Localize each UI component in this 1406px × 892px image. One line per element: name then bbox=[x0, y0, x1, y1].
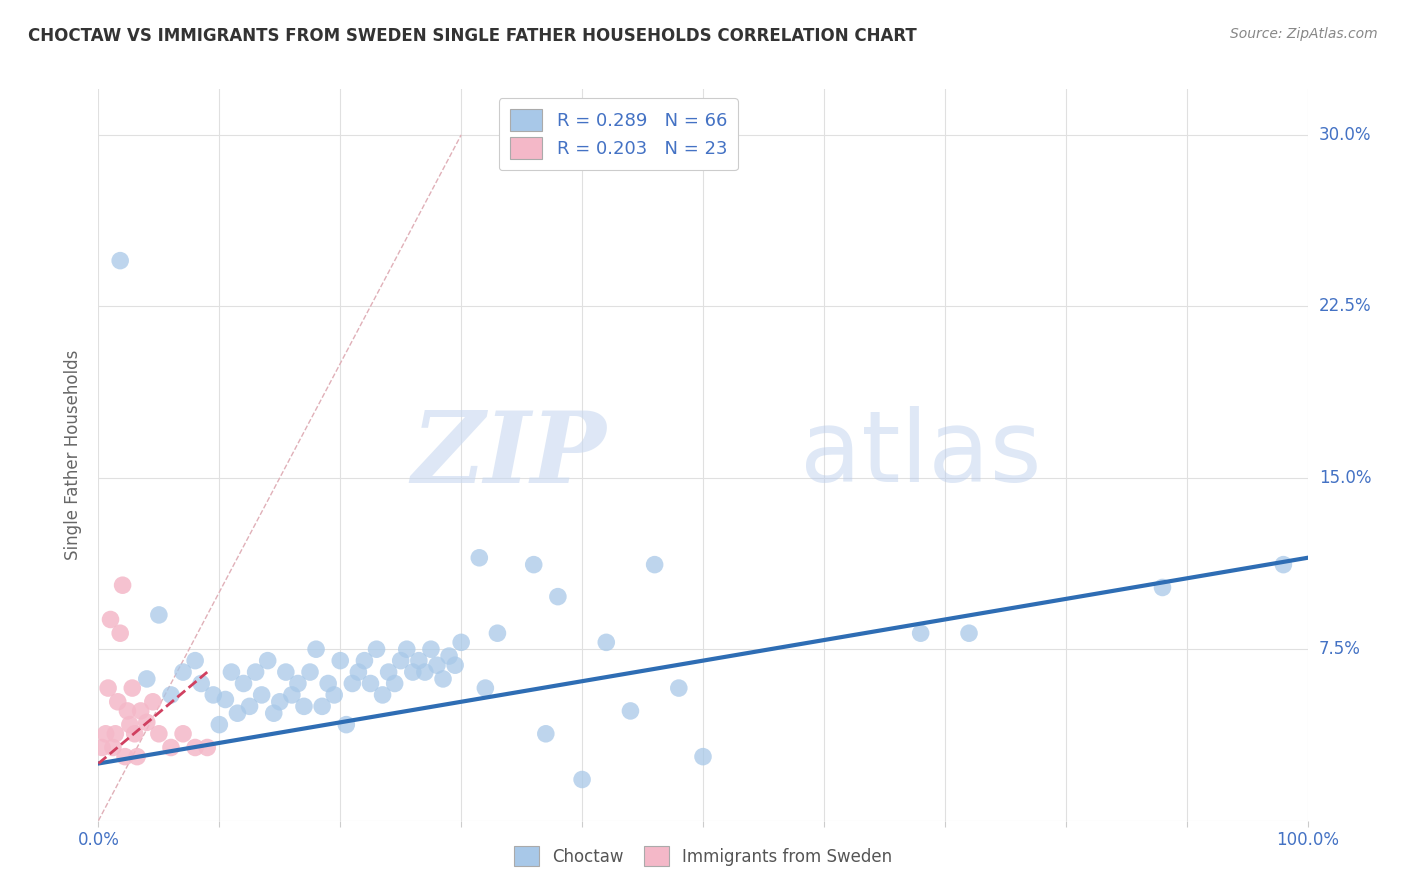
Point bbox=[108, 253, 131, 268]
Point bbox=[644, 558, 666, 572]
Text: 7.5%: 7.5% bbox=[1319, 640, 1361, 658]
Point bbox=[108, 626, 131, 640]
Point bbox=[316, 676, 339, 690]
Point bbox=[371, 688, 394, 702]
Point bbox=[269, 695, 291, 709]
Point bbox=[135, 672, 157, 686]
Point bbox=[437, 649, 460, 664]
Point bbox=[107, 695, 129, 709]
Text: 15.0%: 15.0% bbox=[1319, 469, 1371, 487]
Point bbox=[274, 665, 297, 679]
Point bbox=[395, 642, 418, 657]
Point bbox=[360, 676, 382, 690]
Point bbox=[221, 665, 243, 679]
Legend: R = 0.289   N = 66, R = 0.203   N = 23: R = 0.289 N = 66, R = 0.203 N = 23 bbox=[499, 98, 738, 170]
Point bbox=[1152, 581, 1174, 595]
Point bbox=[408, 654, 430, 668]
Point bbox=[263, 706, 285, 721]
Point bbox=[148, 727, 170, 741]
Point bbox=[619, 704, 641, 718]
Text: 30.0%: 30.0% bbox=[1319, 126, 1371, 144]
Point bbox=[426, 658, 449, 673]
Point bbox=[957, 626, 980, 640]
Point bbox=[94, 727, 117, 741]
Point bbox=[366, 642, 388, 657]
Point bbox=[534, 727, 557, 741]
Point bbox=[245, 665, 267, 679]
Point bbox=[311, 699, 333, 714]
Point bbox=[468, 550, 491, 565]
Point bbox=[420, 642, 443, 657]
Point bbox=[292, 699, 315, 714]
Point bbox=[571, 772, 593, 787]
Point bbox=[474, 681, 496, 695]
Point bbox=[432, 672, 454, 686]
Point bbox=[450, 635, 472, 649]
Point bbox=[97, 681, 120, 695]
Text: ZIP: ZIP bbox=[412, 407, 606, 503]
Point bbox=[100, 613, 122, 627]
Point bbox=[91, 740, 114, 755]
Point bbox=[323, 688, 346, 702]
Point bbox=[377, 665, 399, 679]
Text: Source: ZipAtlas.com: Source: ZipAtlas.com bbox=[1230, 27, 1378, 41]
Point bbox=[202, 688, 225, 702]
Point bbox=[523, 558, 546, 572]
Point bbox=[486, 626, 509, 640]
Point bbox=[129, 704, 152, 718]
Point bbox=[184, 654, 207, 668]
Point bbox=[250, 688, 273, 702]
Point bbox=[232, 676, 254, 690]
Point bbox=[256, 654, 278, 668]
Point bbox=[172, 665, 194, 679]
Point bbox=[127, 749, 149, 764]
Point bbox=[121, 681, 143, 695]
Point bbox=[190, 676, 212, 690]
Point bbox=[910, 626, 932, 640]
Point bbox=[353, 654, 375, 668]
Point bbox=[547, 590, 569, 604]
Point bbox=[124, 727, 146, 741]
Point bbox=[172, 727, 194, 741]
Point bbox=[184, 740, 207, 755]
Point bbox=[384, 676, 406, 690]
Point bbox=[402, 665, 425, 679]
Point bbox=[239, 699, 262, 714]
Point bbox=[208, 717, 231, 731]
Point bbox=[305, 642, 328, 657]
Point bbox=[335, 717, 357, 731]
Point bbox=[413, 665, 436, 679]
Text: CHOCTAW VS IMMIGRANTS FROM SWEDEN SINGLE FATHER HOUSEHOLDS CORRELATION CHART: CHOCTAW VS IMMIGRANTS FROM SWEDEN SINGLE… bbox=[28, 27, 917, 45]
Point bbox=[389, 654, 412, 668]
Point bbox=[668, 681, 690, 695]
Point bbox=[101, 740, 124, 755]
Text: 22.5%: 22.5% bbox=[1319, 297, 1371, 316]
Point bbox=[595, 635, 617, 649]
Point bbox=[281, 688, 304, 702]
Point bbox=[287, 676, 309, 690]
Point bbox=[118, 717, 141, 731]
Legend: Choctaw, Immigrants from Sweden: Choctaw, Immigrants from Sweden bbox=[506, 838, 900, 875]
Point bbox=[692, 749, 714, 764]
Point bbox=[226, 706, 249, 721]
Point bbox=[104, 727, 127, 741]
Point bbox=[114, 749, 136, 764]
Point bbox=[148, 607, 170, 622]
Point bbox=[111, 578, 134, 592]
Point bbox=[160, 740, 183, 755]
Text: atlas: atlas bbox=[800, 407, 1042, 503]
Point bbox=[117, 704, 139, 718]
Y-axis label: Single Father Households: Single Father Households bbox=[65, 350, 83, 560]
Point bbox=[329, 654, 352, 668]
Point bbox=[135, 715, 157, 730]
Point bbox=[298, 665, 321, 679]
Point bbox=[214, 692, 236, 706]
Point bbox=[142, 695, 165, 709]
Point bbox=[1272, 558, 1295, 572]
Point bbox=[444, 658, 467, 673]
Point bbox=[160, 688, 183, 702]
Point bbox=[347, 665, 370, 679]
Point bbox=[342, 676, 364, 690]
Point bbox=[195, 740, 218, 755]
